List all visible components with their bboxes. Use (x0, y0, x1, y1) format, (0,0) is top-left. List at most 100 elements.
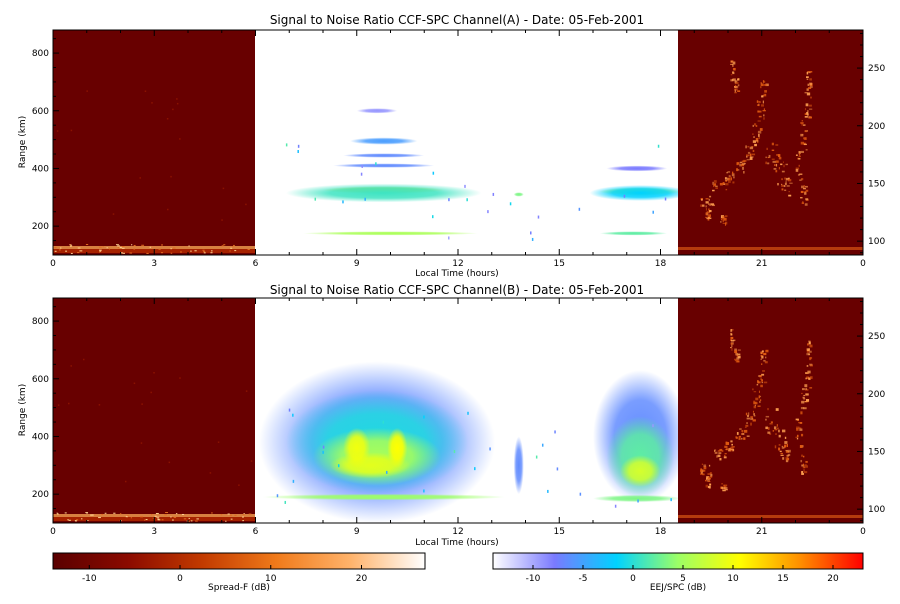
spread-f-echo (796, 426, 800, 429)
spread-f-echo (734, 89, 736, 93)
x-tick-label: 9 (354, 259, 360, 269)
spread-f-echo (785, 459, 789, 463)
speckle (467, 411, 469, 415)
spread-f-echo (806, 111, 809, 115)
echo-blob-12 (606, 165, 668, 172)
spread-f-echo (736, 169, 740, 171)
speckle (364, 197, 366, 201)
baseline-speck (65, 250, 68, 252)
spread-f-echo (809, 363, 813, 366)
spread-f-echo (722, 215, 724, 219)
spread-f-echo (722, 182, 725, 185)
spread-f-echo (707, 217, 710, 221)
spread-f-echo (777, 154, 781, 158)
spread-f-echo (808, 108, 813, 110)
spread-f-echo (805, 463, 807, 466)
spread-f-echo (757, 104, 760, 106)
spread-f-echo (748, 412, 750, 416)
baseline-speck (68, 519, 71, 521)
spread-f-echo (730, 343, 733, 345)
spread-f-echo (757, 375, 761, 377)
spread-f-echo (808, 87, 812, 89)
spread-f-echo (758, 110, 762, 113)
baseline-speck (77, 252, 80, 254)
speckle (670, 498, 672, 502)
baseline-speck (211, 250, 213, 252)
spread-f-echo (799, 445, 803, 449)
colorbar-tick-label: 20 (356, 574, 368, 584)
speckle (466, 198, 468, 202)
spread-f-echo (703, 466, 707, 470)
spread-f-echo (717, 450, 721, 452)
spread-f-echo (737, 359, 740, 362)
speckle (297, 150, 299, 154)
baseline-speck (121, 247, 125, 249)
spread-f-echo (760, 86, 762, 89)
baseline-speck (170, 252, 173, 254)
colorbar-tick-label: 5 (680, 574, 686, 584)
x-tick-label: 0 (50, 259, 56, 269)
baseline-speck (203, 251, 206, 253)
spread-f-echo (734, 92, 737, 94)
colorbar-tick-label: 15 (777, 574, 788, 584)
spread-f-echo (706, 217, 710, 220)
spread-f-echo (730, 74, 733, 76)
baseline-speck (156, 516, 160, 518)
spread-f-echo (712, 181, 714, 185)
baseline-speck (227, 513, 230, 515)
baseline-speck (54, 247, 57, 249)
spread-f-echo (700, 469, 704, 473)
spread-f-echo (787, 453, 791, 457)
spread-f-echo (734, 358, 737, 360)
spread-f-echo (803, 142, 806, 145)
speckle (657, 144, 660, 148)
spread-f-echo (757, 380, 759, 383)
x-tick-label: 3 (151, 259, 157, 269)
spread-f-echo (804, 113, 808, 115)
spread-f-echo (725, 442, 730, 445)
spread-f-echo (800, 133, 804, 137)
spread-f-echo (759, 128, 763, 131)
speckle (337, 464, 340, 468)
spread-f-echo (804, 92, 808, 94)
speckle (297, 144, 300, 148)
spread-f-echo (752, 149, 755, 152)
spread-f-echo (763, 81, 766, 83)
spread-f-echo (760, 384, 763, 388)
spread-f-echo (756, 101, 760, 103)
spread-f-echo (738, 435, 742, 438)
spread-f-echo (795, 168, 799, 172)
spread-f-echo (771, 142, 774, 146)
spread-f-echo (802, 466, 804, 469)
noise-speck (172, 108, 174, 111)
baseline-speck (234, 250, 237, 252)
baseline-speck (67, 519, 69, 521)
colorbar-tick-label: 10 (265, 574, 277, 584)
baseline-speck (133, 244, 136, 246)
spread-f-echo (708, 478, 712, 480)
spread-f-echo (744, 426, 747, 428)
spread-f-echo (746, 414, 749, 418)
colorbar-tick-label: -10 (526, 574, 541, 584)
spread-f-echo (746, 422, 748, 424)
spread-f-echo (756, 384, 759, 386)
speckle (464, 184, 466, 188)
spread-f-echo (767, 156, 770, 159)
x-tick-label: 6 (253, 527, 259, 537)
spread-f-echo (785, 163, 788, 166)
spread-f-echo (761, 355, 764, 359)
noise-speck (222, 187, 225, 190)
baseline-speck (98, 517, 101, 519)
spread-f-echo (806, 78, 809, 80)
spread-f-echo (801, 185, 805, 189)
speckle (578, 207, 581, 211)
spread-f-echo (788, 194, 792, 197)
spread-f-echo (806, 376, 810, 380)
spread-f-echo (735, 84, 737, 87)
spread-f-echo (733, 339, 736, 341)
x-tick-label: 15 (554, 527, 565, 537)
spread-f-echo (808, 104, 812, 107)
x-tick-label: 0 (50, 527, 56, 537)
spread-f-echo (710, 473, 713, 477)
